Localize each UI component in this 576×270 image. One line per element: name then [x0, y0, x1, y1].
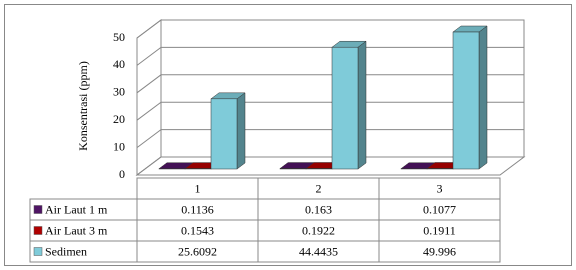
table-value: 49.996 — [423, 244, 456, 258]
table-value: 44.4435 — [299, 244, 338, 258]
y-axis-label: Konsentrasi (ppm) — [76, 61, 90, 151]
y-tick-label: 40 — [113, 57, 125, 71]
legend-label: Air Laut 1 m — [45, 202, 108, 216]
bar-side — [478, 25, 488, 170]
table-value: 0.1077 — [423, 202, 456, 216]
bar — [452, 31, 480, 170]
x-tick-label: 1 — [195, 181, 201, 195]
bar — [305, 168, 333, 170]
table-value: 0.1911 — [423, 223, 456, 237]
y-tick-label: 30 — [113, 85, 125, 99]
legend-swatch — [33, 247, 43, 256]
grid-line — [136, 46, 524, 66]
grid-line — [136, 101, 524, 121]
legend-label: Sedimen — [45, 244, 87, 258]
bar — [210, 98, 238, 170]
y-tick-label: 10 — [113, 139, 125, 153]
grid-line — [136, 156, 524, 176]
x-tick-label: 2 — [316, 181, 322, 195]
y-tick-label: 20 — [113, 112, 125, 126]
bar-side — [236, 92, 246, 170]
y-tick-label: 0 — [119, 167, 125, 181]
chart-border — [4, 4, 572, 266]
legend-swatch — [33, 226, 43, 235]
table-value: 0.1543 — [181, 223, 214, 237]
grid-line — [136, 19, 524, 39]
table-value: 25.6092 — [178, 244, 217, 258]
side-wall — [136, 19, 162, 176]
bar-side — [357, 40, 367, 170]
bar — [426, 168, 454, 170]
legend-swatch — [33, 205, 43, 214]
x-tick-label: 3 — [437, 181, 443, 195]
table-value: 0.163 — [305, 202, 332, 216]
bar — [331, 46, 359, 170]
table-value: 0.1922 — [302, 223, 335, 237]
grid-line — [136, 74, 524, 94]
table-value: 0.1136 — [181, 202, 214, 216]
y-tick-label: 50 — [113, 30, 125, 44]
legend-label: Air Laut 3 m — [45, 223, 108, 237]
grid-line — [136, 129, 524, 149]
